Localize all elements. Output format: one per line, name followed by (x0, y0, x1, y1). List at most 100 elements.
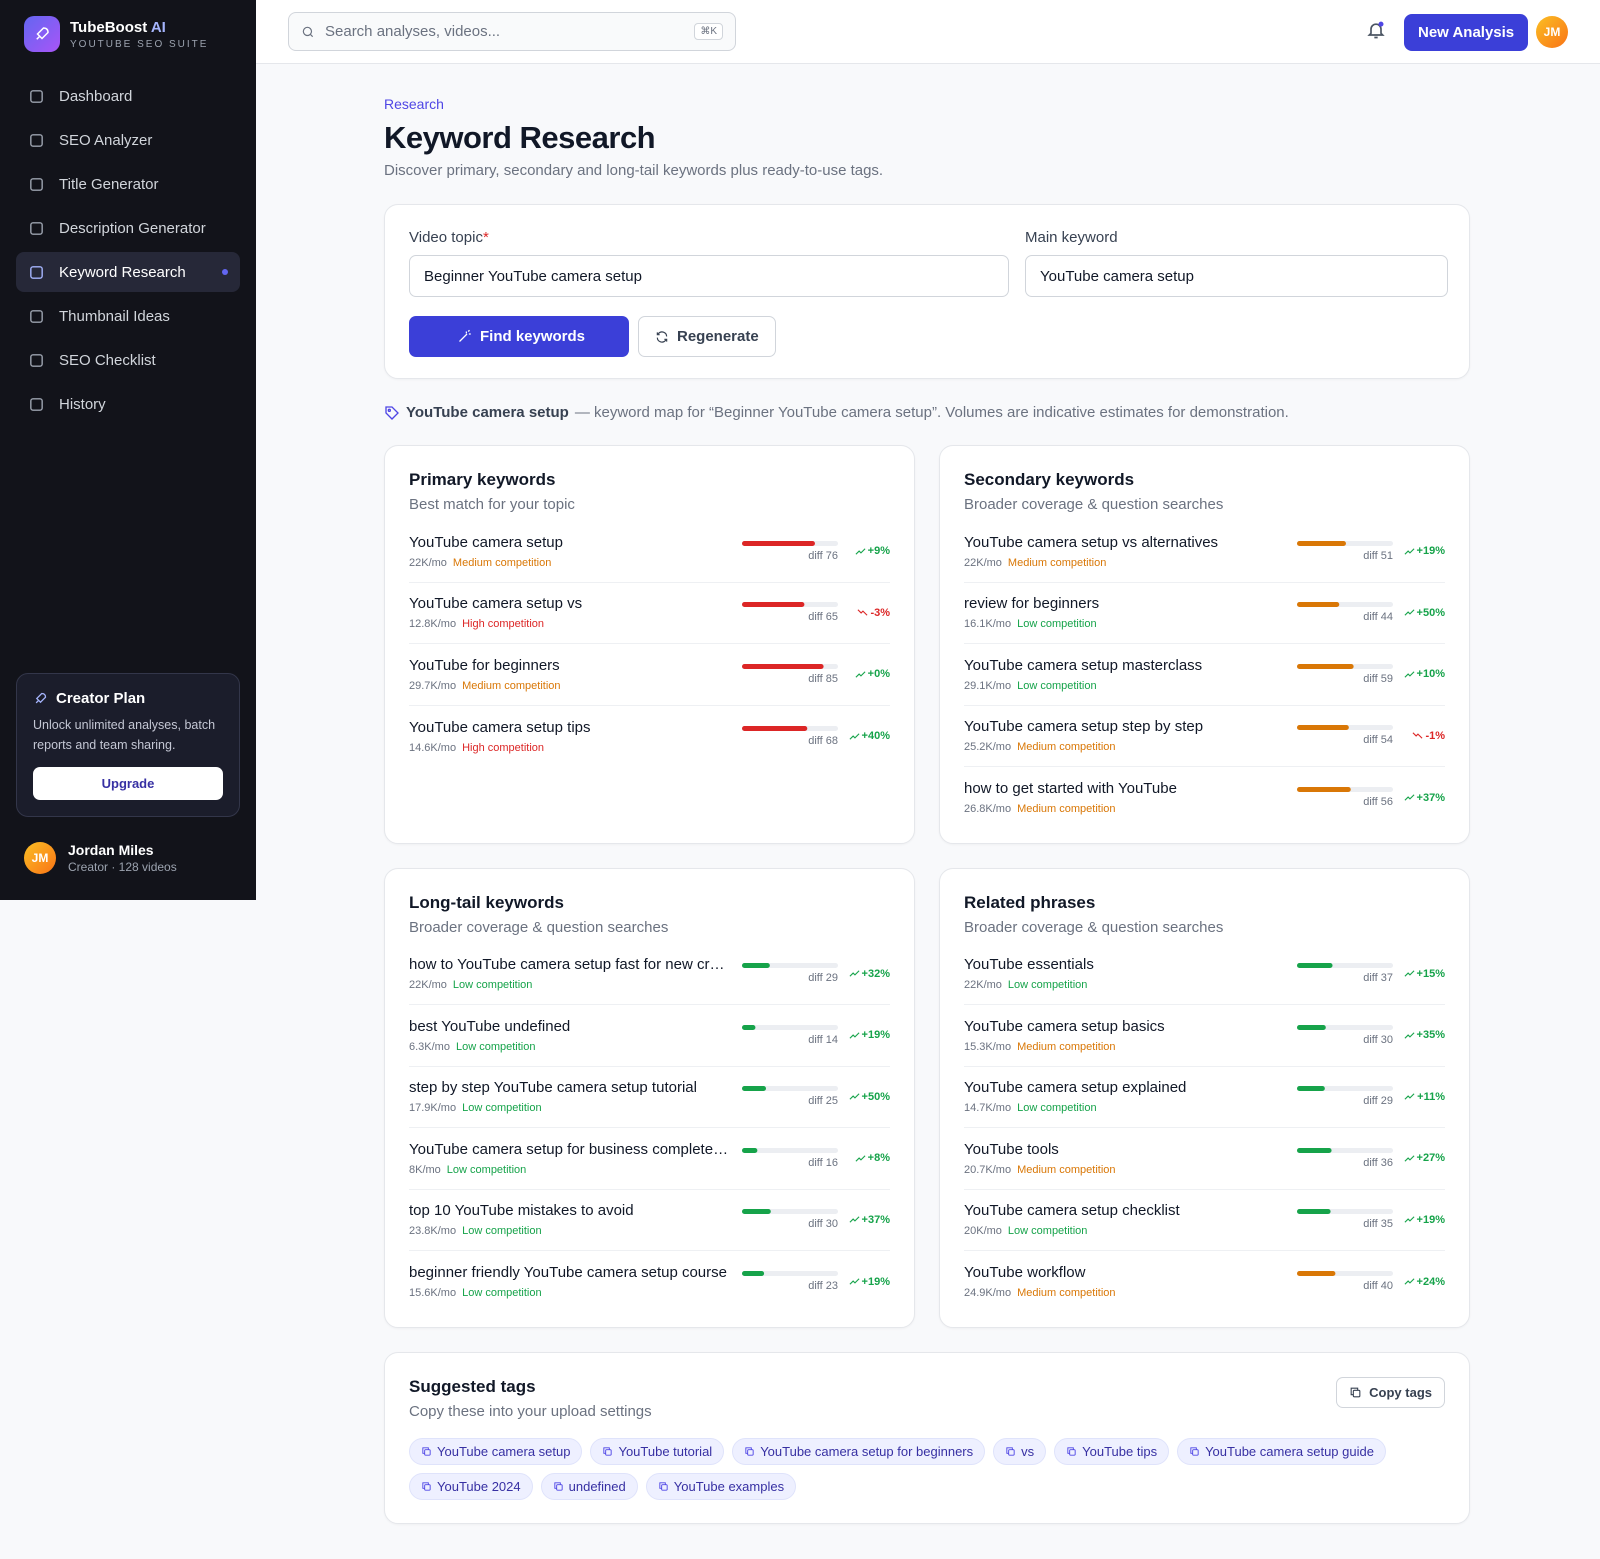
volume: 14.7K/mo (964, 1102, 1012, 1115)
regen-button[interactable]: Regenerate (638, 316, 776, 357)
tag[interactable]: YouTube tips (1054, 1437, 1170, 1465)
brand-name: TubeBoost AI (70, 19, 208, 36)
nav: Dashboard SEO Analyzer Title Generator Desc… (0, 68, 256, 436)
nav-item[interactable]: SEO Checklist (16, 340, 240, 380)
difficulty-bar (742, 1271, 838, 1277)
topic-label-text: Video topic (409, 229, 483, 246)
volume: 22K/mo (964, 979, 1002, 992)
keyword-meta: 15.3K/mo Medium competition (964, 1041, 1297, 1053)
tag[interactable]: vs (993, 1437, 1047, 1465)
nav-item[interactable]: Dashboard (16, 76, 240, 116)
tag-icon-shape (1190, 1446, 1197, 1454)
tag[interactable]: YouTube examples (645, 1472, 797, 1500)
summary: YouTube camera setup — keyword map for “B… (384, 404, 1470, 421)
regen-text: Regenerate (677, 328, 759, 345)
tag[interactable]: YouTube camera setup for beginners (732, 1437, 986, 1465)
find-button[interactable]: Find keywords (409, 316, 629, 357)
difficulty-fill (1297, 963, 1333, 969)
keyword-card: Long-tail keywords Broader coverage & que… (384, 867, 915, 1328)
nav-item[interactable]: Description Generator (16, 208, 240, 248)
difficulty-fill (742, 1271, 765, 1277)
difficulty-bar (1297, 540, 1393, 546)
top-avatar[interactable]: JM (1536, 16, 1568, 48)
notifications[interactable] (1366, 20, 1386, 45)
keyword-meta: 8K/mo Low competition (409, 1164, 742, 1176)
trend: +0% (844, 668, 890, 680)
keyword-row: YouTube tools 20.7K/mo Medium competition d… (964, 1128, 1445, 1190)
competition: Low competition (452, 979, 533, 992)
upgrade-button[interactable]: Upgrade (33, 767, 223, 800)
tag[interactable]: YouTube 2024 (409, 1472, 533, 1500)
difficulty-value: 51 (1380, 549, 1393, 562)
difficulty: diff 30 (742, 1209, 838, 1230)
nav-item[interactable]: Thumbnail Ideas (16, 296, 240, 336)
keyword-info: YouTube camera setup step by step 25.2K/m… (964, 718, 1297, 753)
page-subtitle: Discover primary, secondary and long-tai… (384, 162, 884, 179)
plan-title: Creator Plan (33, 690, 223, 707)
nav-item[interactable]: SEO Analyzer (16, 120, 240, 160)
competition: Medium competition (1017, 1163, 1116, 1176)
tag[interactable]: YouTube camera setup (409, 1437, 583, 1465)
trend-value: +35% (1416, 1029, 1445, 1042)
brand-text: TubeBoost AI YOUTUBE SEO SUITE (70, 19, 208, 50)
search[interactable]: Search analyses, videos... ⌘K (288, 12, 736, 51)
tags-card: Suggested tags Copy these into your uplo… (384, 1351, 1470, 1524)
difficulty-track (742, 1147, 838, 1153)
trend-icon (849, 1278, 860, 1285)
trend-value: -3% (870, 606, 890, 619)
keyword-info: YouTube camera setup vs alternatives 22K/… (964, 534, 1297, 569)
nav-item[interactable]: Title Generator (16, 164, 240, 204)
tag-icon (422, 1446, 431, 1456)
user-name: Jordan Miles (68, 842, 154, 858)
plan-title-text: Creator Plan (56, 690, 146, 707)
keyword-meta: 14.6K/mo High competition (409, 742, 742, 754)
nav-icon (30, 177, 43, 191)
trend-arrow (1404, 970, 1415, 977)
difficulty-bar (1297, 1024, 1393, 1030)
trend: +19% (844, 1029, 890, 1041)
topic-input[interactable]: Beginner YouTube camera setup (409, 255, 1009, 297)
difficulty-value: 36 (1380, 1156, 1393, 1169)
nav-icon (30, 265, 43, 279)
volume: 15.3K/mo (964, 1040, 1012, 1053)
trend: +15% (1399, 968, 1445, 980)
nav-item[interactable]: History (16, 384, 240, 424)
trend-icon (849, 733, 860, 740)
difficulty-bar (742, 963, 838, 969)
keyword-meta: 6.3K/mo Low competition (409, 1041, 742, 1053)
difficulty-value: 59 (1380, 672, 1393, 685)
difficulty-fill (742, 963, 770, 969)
difficulty-prefix: diff (1363, 1095, 1378, 1108)
difficulty-bar (1297, 725, 1393, 731)
keyword-row: YouTube for beginners 29.7K/mo Medium comp… (409, 644, 890, 706)
difficulty-bar (742, 1209, 838, 1215)
tag[interactable]: YouTube tutorial (590, 1437, 725, 1465)
volume: 22K/mo (964, 556, 1002, 569)
difficulty-value: 23 (825, 1280, 838, 1293)
nav-item[interactable]: Keyword Research (16, 252, 240, 292)
competition: Low competition (462, 1102, 542, 1115)
competition: High competition (462, 618, 545, 631)
trend: +19% (1399, 1214, 1445, 1226)
volume: 29.7K/mo (409, 679, 457, 692)
difficulty: diff 68 (742, 725, 838, 747)
copy-tags-button[interactable]: Copy tags (1336, 1376, 1445, 1408)
tag-icon-shape (1192, 1448, 1199, 1456)
keyword-grid: Primary keywords Best match for your topi… (384, 445, 1470, 1328)
trend-arrow (849, 970, 860, 977)
trend-arrow (1404, 1032, 1415, 1039)
trend-icon (1404, 794, 1415, 801)
tag[interactable]: YouTube camera setup guide (1177, 1437, 1386, 1465)
nav-icon-shape (30, 133, 43, 147)
difficulty-fill (1297, 1271, 1336, 1277)
keyword-info: how to get started with YouTube 26.8K/mo M… (964, 780, 1297, 815)
user: JM Jordan Miles Creator · 128 videos (24, 842, 177, 874)
tag[interactable]: undefined (540, 1472, 638, 1500)
trend: +40% (844, 730, 890, 742)
trend-value: +19% (861, 1029, 890, 1042)
keyword-info: YouTube camera setup vs 12.8K/mo High comp… (409, 595, 742, 630)
keyword-input[interactable]: YouTube camera setup (1025, 255, 1448, 297)
new-analysis-button[interactable]: New Analysis (1404, 14, 1529, 51)
card-title: Secondary keywords (964, 470, 1135, 489)
trend-icon (1404, 970, 1415, 977)
